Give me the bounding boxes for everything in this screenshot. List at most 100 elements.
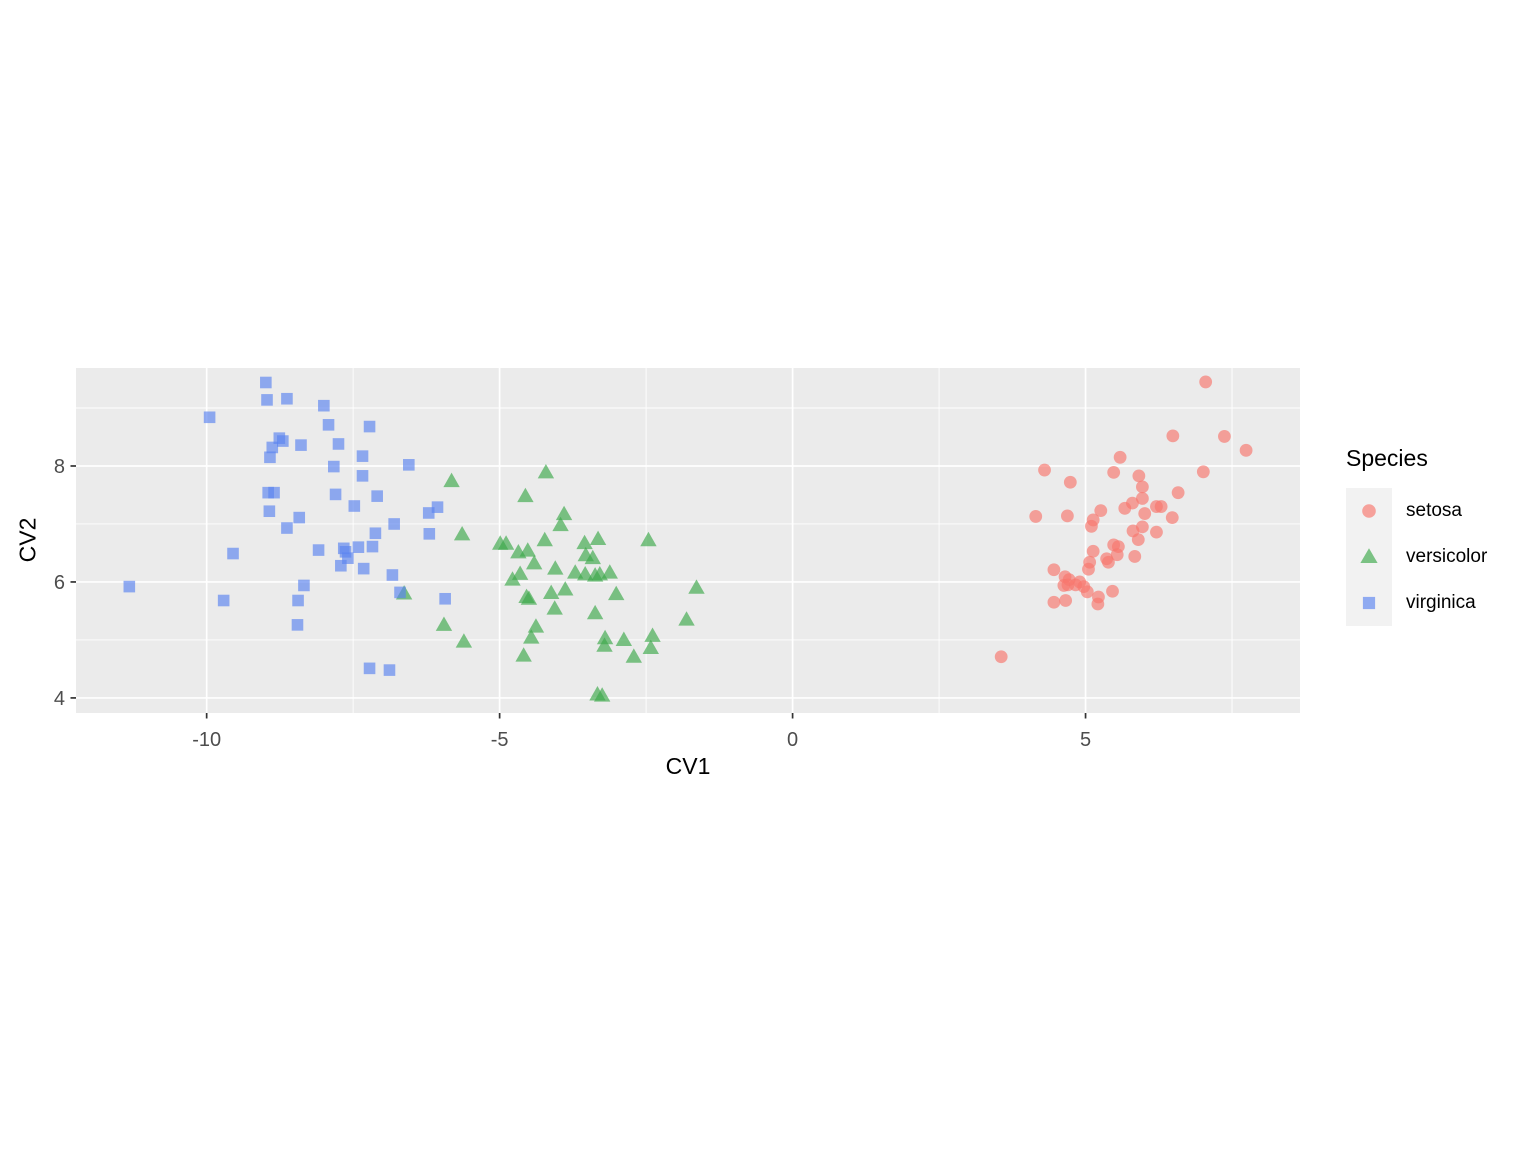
point-virginica bbox=[356, 470, 369, 482]
point-setosa bbox=[1063, 475, 1077, 489]
point-versicolor bbox=[453, 526, 471, 541]
legend-items: setosa versicolor virginica bbox=[1346, 488, 1487, 626]
point-versicolor bbox=[527, 618, 545, 633]
x-tick-label: 5 bbox=[1080, 729, 1091, 751]
point-versicolor bbox=[593, 687, 611, 702]
y-tick-label: 8 bbox=[54, 456, 65, 478]
point-virginica bbox=[281, 392, 293, 405]
point-setosa bbox=[1113, 450, 1127, 464]
point-virginica bbox=[261, 394, 273, 406]
point-setosa bbox=[1107, 465, 1121, 479]
point-virginica bbox=[366, 540, 379, 553]
legend-key-circle-icon bbox=[1346, 488, 1392, 534]
point-versicolor bbox=[525, 555, 543, 570]
point-versicolor bbox=[552, 516, 569, 532]
point-setosa bbox=[1118, 501, 1132, 515]
point-versicolor bbox=[576, 566, 594, 581]
point-virginica bbox=[227, 547, 239, 560]
point-setosa bbox=[1196, 465, 1210, 479]
point-setosa bbox=[1199, 375, 1213, 389]
point-virginica bbox=[263, 505, 276, 518]
legend-symbol-virginica bbox=[1362, 596, 1376, 610]
point-virginica bbox=[292, 594, 304, 607]
legend-item-virginica: virginica bbox=[1346, 580, 1487, 626]
point-virginica bbox=[328, 460, 340, 473]
point-versicolor bbox=[511, 565, 529, 580]
point-virginica bbox=[422, 507, 435, 519]
point-setosa bbox=[1239, 443, 1253, 457]
point-virginica bbox=[291, 619, 304, 631]
point-versicolor bbox=[555, 505, 573, 521]
point-setosa bbox=[1135, 520, 1149, 534]
point-virginica bbox=[369, 527, 382, 540]
point-versicolor bbox=[596, 637, 613, 652]
point-versicolor bbox=[519, 542, 536, 557]
point-virginica bbox=[293, 511, 306, 524]
point-virginica bbox=[394, 586, 406, 599]
point-virginica bbox=[277, 435, 289, 447]
point-virginica bbox=[268, 486, 280, 499]
point-setosa bbox=[1080, 585, 1094, 599]
point-virginica bbox=[295, 439, 307, 451]
point-virginica bbox=[281, 522, 293, 534]
point-setosa bbox=[1128, 550, 1142, 563]
x-axis-title: CV1 bbox=[665, 753, 711, 779]
point-virginica bbox=[371, 490, 383, 502]
point-setosa bbox=[1082, 562, 1095, 576]
point-virginica bbox=[217, 594, 230, 607]
point-versicolor bbox=[678, 611, 695, 626]
point-setosa bbox=[1150, 525, 1163, 539]
point-virginica bbox=[203, 411, 216, 424]
legend-label-virginica: virginica bbox=[1406, 592, 1476, 613]
point-virginica bbox=[431, 501, 444, 513]
legend-label-versicolor: versicolor bbox=[1406, 546, 1488, 567]
point-versicolor bbox=[515, 647, 532, 662]
point-virginica bbox=[439, 592, 451, 605]
point-versicolor bbox=[557, 581, 574, 596]
point-virginica bbox=[386, 569, 399, 581]
point-virginica bbox=[356, 450, 369, 462]
circle-symbol-icon bbox=[1362, 504, 1376, 518]
point-setosa bbox=[1086, 544, 1100, 558]
square-symbol-icon bbox=[1362, 596, 1376, 610]
y-tick-label: 6 bbox=[54, 572, 65, 594]
point-versicolor bbox=[584, 549, 601, 565]
point-setosa bbox=[1102, 555, 1115, 569]
x-tick-label: 0 bbox=[787, 729, 798, 751]
point-versicolor bbox=[596, 629, 614, 645]
point-virginica bbox=[123, 580, 136, 593]
legend-key-triangle-icon bbox=[1346, 534, 1392, 580]
point-virginica bbox=[339, 546, 352, 558]
point-versicolor bbox=[455, 633, 473, 648]
point-setosa bbox=[1132, 469, 1146, 483]
point-setosa bbox=[1135, 492, 1149, 505]
point-setosa bbox=[1165, 511, 1179, 524]
point-versicolor bbox=[608, 585, 625, 601]
point-setosa bbox=[1060, 509, 1074, 523]
point-versicolor bbox=[625, 648, 643, 663]
point-versicolor bbox=[586, 604, 604, 620]
point-setosa bbox=[1094, 504, 1108, 518]
point-versicolor bbox=[542, 584, 560, 599]
point-setosa bbox=[1171, 486, 1185, 500]
point-virginica bbox=[318, 399, 330, 412]
point-virginica bbox=[363, 420, 376, 433]
point-virginica bbox=[352, 541, 365, 553]
point-versicolor bbox=[589, 530, 607, 546]
legend-key-square-icon bbox=[1346, 580, 1392, 626]
point-virginica bbox=[403, 459, 415, 471]
point-setosa bbox=[1091, 597, 1105, 611]
point-versicolor bbox=[504, 571, 521, 586]
triangle-symbol-icon bbox=[1360, 548, 1378, 563]
point-virginica bbox=[348, 500, 361, 512]
point-setosa bbox=[1106, 584, 1119, 598]
point-versicolor bbox=[644, 627, 661, 642]
legend-item-setosa: setosa bbox=[1346, 488, 1487, 534]
point-versicolor bbox=[497, 535, 515, 550]
point-setosa bbox=[1110, 548, 1124, 562]
point-versicolor bbox=[517, 487, 534, 503]
y-tick-label: 4 bbox=[54, 688, 65, 710]
point-versicolor bbox=[546, 600, 563, 615]
